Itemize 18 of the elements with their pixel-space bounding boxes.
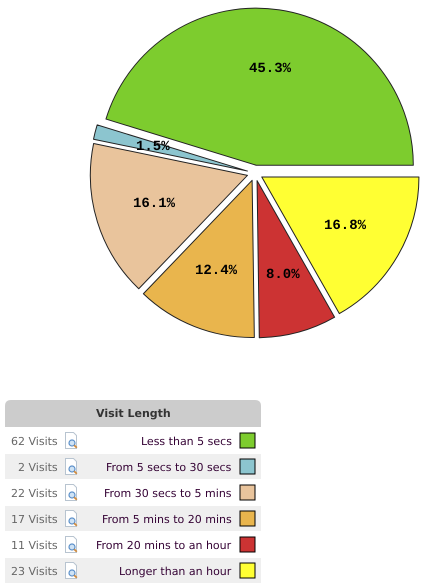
legend-label: From 5 secs to 30 secs: [106, 461, 232, 474]
data-label: 16.8%: [324, 218, 367, 234]
text: 23 Visits: [11, 565, 58, 578]
text: 2 Visits: [18, 461, 58, 474]
data-label: 45.3%: [249, 61, 292, 77]
text: 22 Visits: [11, 487, 58, 500]
legend-label: Longer than an hour: [119, 565, 232, 578]
legend-label: From 20 mins to an hour: [96, 539, 232, 552]
legend-title: Visit Length: [96, 407, 171, 420]
text: 62 Visits: [11, 435, 58, 448]
data-label: 12.4%: [195, 263, 238, 279]
data-label: 16.1%: [133, 196, 176, 212]
legend-label: From 5 mins to 20 mins: [102, 513, 232, 526]
legend-label: Less than 5 secs: [141, 435, 232, 448]
text: 11 Visits: [11, 539, 58, 552]
legend-label: From 30 secs to 5 mins: [104, 487, 232, 500]
data-label: 8.0%: [266, 267, 300, 283]
text: 17 Visits: [11, 513, 58, 526]
